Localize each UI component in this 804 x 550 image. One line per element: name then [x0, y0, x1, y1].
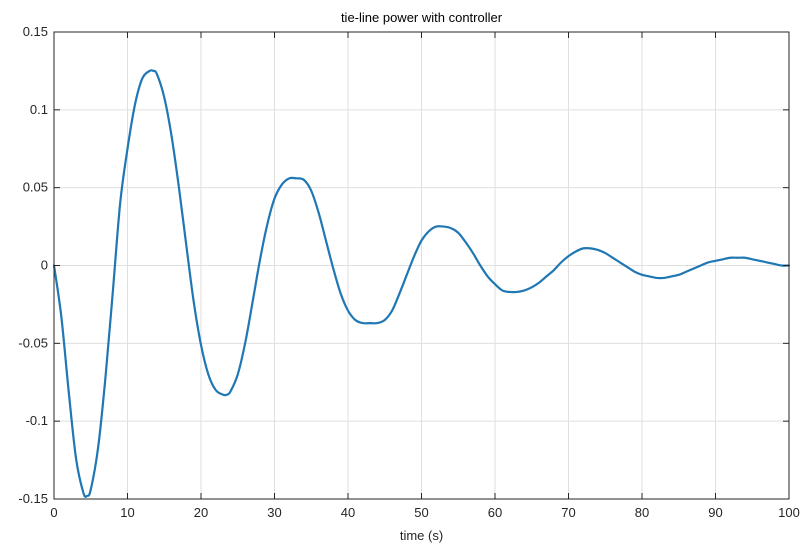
- series-layer: [52, 69, 791, 498]
- y-tick-label: -0.15: [18, 491, 48, 506]
- y-tick-label: 0: [41, 258, 48, 273]
- x-tick-label: 30: [267, 505, 281, 520]
- x-axis-label: time (s): [400, 528, 443, 543]
- y-tick-label: 0.15: [23, 24, 48, 39]
- series-line: [52, 69, 791, 498]
- y-tick-label: 0.05: [23, 180, 48, 195]
- x-tick-label: 40: [341, 505, 355, 520]
- x-tick-label: 100: [778, 505, 800, 520]
- y-tick-label: -0.05: [18, 335, 48, 350]
- chart-title: tie-line power with controller: [341, 10, 503, 25]
- x-tick-label: 50: [414, 505, 428, 520]
- x-tick-label: 70: [561, 505, 575, 520]
- y-tick-label: -0.1: [26, 413, 48, 428]
- x-tick-label: 90: [708, 505, 722, 520]
- x-tick-label: 0: [50, 505, 57, 520]
- x-tick-label: 80: [635, 505, 649, 520]
- x-tick-label: 20: [194, 505, 208, 520]
- y-tick-label: 0.1: [30, 102, 48, 117]
- x-tick-label: 10: [120, 505, 134, 520]
- x-tick-label: 60: [488, 505, 502, 520]
- ticks: 0 10 20 30 40 50 60 70 80 90 100 -0.15 -0.1 -0.05 0 0.0…: [18, 24, 799, 520]
